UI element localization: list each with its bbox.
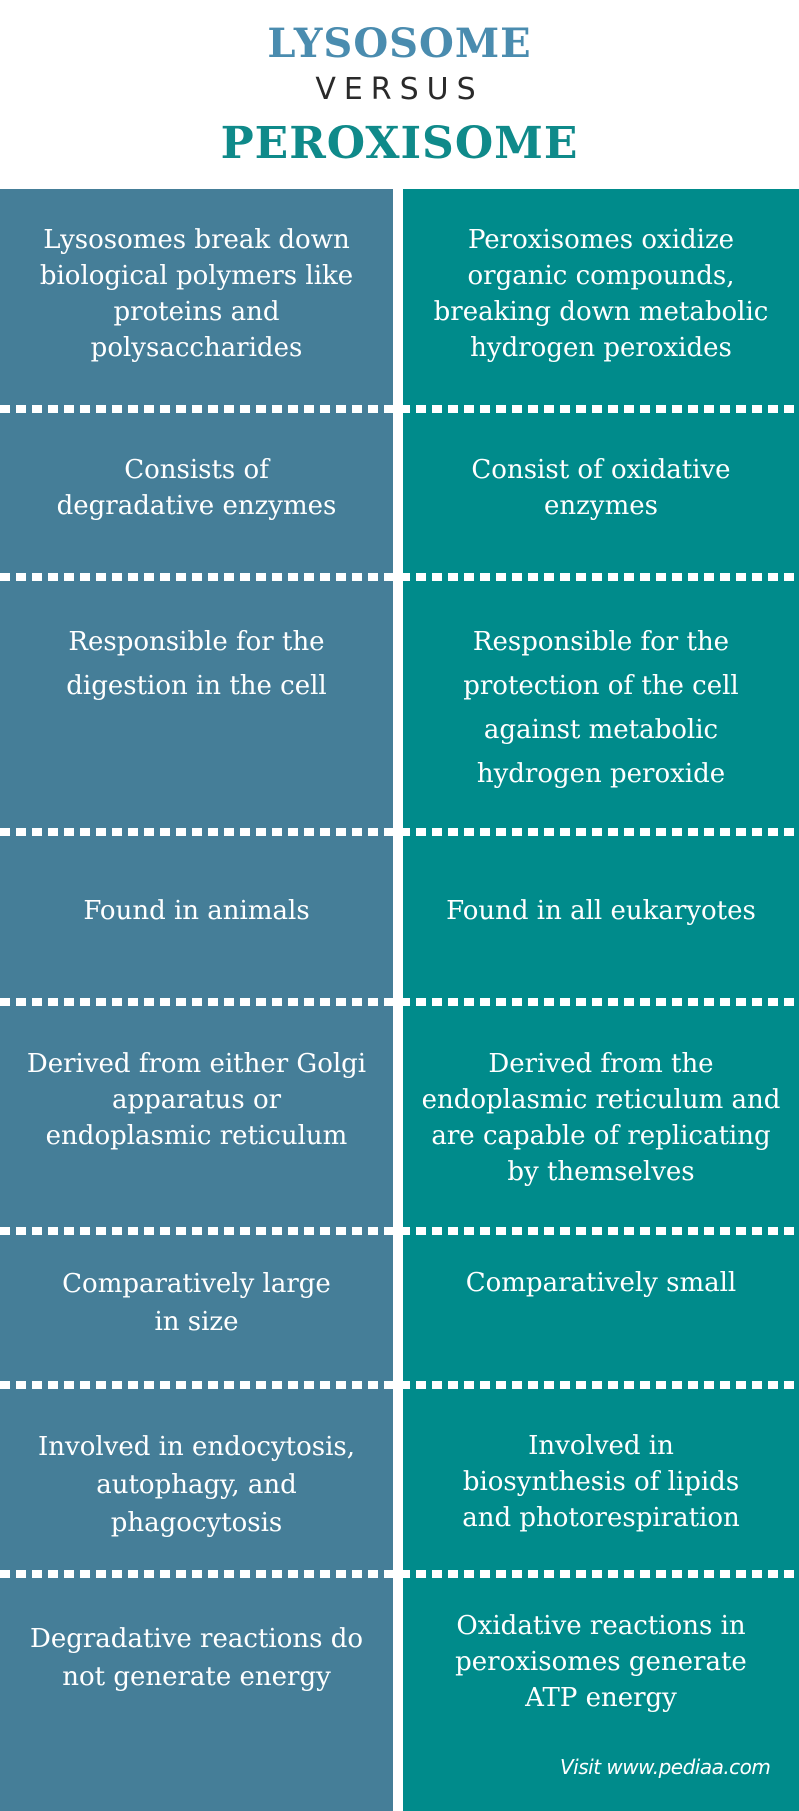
- row-divider: [0, 1227, 799, 1235]
- row-divider: [0, 998, 799, 1006]
- comparison-row-3-lysosome: Responsible for the digestion in the cel…: [66, 627, 327, 701]
- title-versus: VERSUS: [315, 72, 484, 107]
- comparison-row-4-peroxisome: Found in all eukaryotes: [446, 896, 756, 926]
- title-lysosome: LYSOSOME: [267, 20, 532, 67]
- comparison-row-3-peroxisome: Responsible for the protection of the ce…: [463, 627, 739, 789]
- row-divider: [0, 1381, 799, 1389]
- comparison-row-5-lysosome: Derived from either Golgi apparatus or e…: [26, 1049, 367, 1151]
- row-divider: [0, 573, 799, 581]
- comparison-row-2-lysosome: Consists of degradative enzymes: [56, 455, 337, 521]
- comparison-row-6-peroxisome: Comparatively small: [465, 1268, 737, 1298]
- comparison-row-2-peroxisome: Consist of oxidative enzymes: [471, 455, 731, 521]
- comparison-row-5-peroxisome: Derived from the endoplasmic reticulum a…: [421, 1049, 781, 1187]
- title-header: LYSOSOME VERSUS PEROXISOME: [0, 0, 799, 189]
- comparison-row-8-lysosome: Degradative reactions do not generate en…: [30, 1624, 363, 1692]
- comparison-row-4-lysosome: Found in animals: [83, 896, 310, 926]
- row-divider: [0, 828, 799, 836]
- title-peroxisome: PEROXISOME: [220, 118, 579, 169]
- comparison-row-1-lysosome: Lysosomes break down biological polymers…: [39, 225, 354, 363]
- comparison-row-7-peroxisome: Involved in biosynthesis of lipids and p…: [462, 1431, 740, 1533]
- comparison-row-6-lysosome: Comparatively large in size: [62, 1269, 331, 1337]
- comparison-row-7-lysosome: Involved in endocytosis, autophagy, and …: [37, 1432, 356, 1538]
- row-divider: [0, 1570, 799, 1578]
- comparison-row-1-peroxisome: Peroxisomes oxidize organic compounds, b…: [433, 225, 769, 363]
- row-divider: [0, 405, 799, 413]
- footer-link[interactable]: Visit www.pediaa.com: [560, 1755, 771, 1779]
- comparison-row-8-peroxisome: Oxidative reactions in peroxisomes gener…: [455, 1611, 747, 1713]
